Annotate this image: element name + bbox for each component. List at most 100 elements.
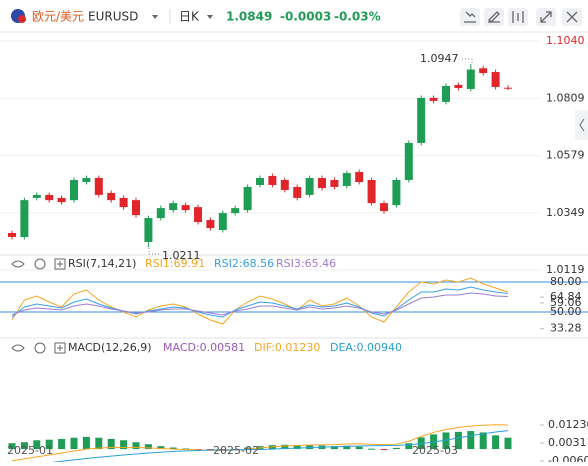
macd-bar: [45, 439, 53, 450]
dropdown-arrow[interactable]: [152, 15, 158, 19]
side-toggle[interactable]: [575, 110, 588, 140]
symbol[interactable]: EURUSD: [88, 10, 138, 24]
y-tick-label: -0.00605: [548, 454, 588, 462]
y-tick-label: 50.00: [550, 305, 582, 318]
candle-body: [318, 178, 326, 188]
macd-bar: [355, 446, 363, 450]
expand-icon[interactable]: [54, 342, 66, 354]
candle-body: [94, 178, 103, 195]
candle-body: [144, 218, 153, 242]
legend-entry: DEA:0.00940: [330, 341, 402, 354]
candle-body: [243, 186, 252, 211]
candle-body: [330, 180, 339, 187]
x-axis-label: 2025-01: [7, 444, 53, 457]
x-axis-label: 2025-02: [213, 444, 259, 457]
close-icon[interactable]: [566, 11, 578, 23]
visibility-icon[interactable]: [11, 260, 25, 268]
x-axis-label: 2025-03: [412, 444, 458, 457]
draw-button[interactable]: [484, 8, 504, 26]
macd-bar: [33, 440, 41, 450]
y-tick-label: 1.0579: [546, 149, 585, 162]
macd-bar: [492, 435, 500, 450]
chart-type-icon[interactable]: [512, 11, 524, 23]
macd-bar: [144, 444, 152, 450]
draw-icon[interactable]: [488, 11, 500, 23]
macd-bar: [58, 438, 66, 450]
settings-icon[interactable]: [34, 258, 46, 270]
indicator-button[interactable]: [460, 8, 480, 26]
macd-line: [11, 424, 509, 462]
macd-bar: [467, 431, 475, 450]
y-tick-label: 59.06: [550, 296, 582, 309]
candle-body: [454, 84, 463, 88]
expand-icon[interactable]: [54, 258, 66, 270]
candle-body: [342, 173, 351, 186]
candle-body: [442, 85, 450, 102]
macd-bar: [120, 440, 128, 450]
candle-body: [132, 200, 140, 216]
candle-body: [268, 176, 277, 185]
candle-body: [504, 87, 512, 89]
candle-body: [45, 194, 54, 201]
annotation-leader: [148, 248, 159, 255]
legend-entry: MACD:0.00581: [163, 341, 245, 354]
macd-bar: [504, 437, 512, 450]
candle-body: [8, 232, 16, 237]
macd-bar: [107, 438, 115, 450]
expand-icon-plus[interactable]: [57, 261, 63, 267]
candle-body: [181, 205, 190, 211]
y-tick-label: 1.0809: [546, 91, 585, 104]
indicator-icon[interactable]: [464, 11, 476, 23]
legend-entry: RSI2:68.56: [214, 257, 274, 270]
pair-name[interactable]: 欧元/美元: [32, 10, 84, 24]
expand-icon-plus[interactable]: [57, 345, 63, 351]
y-tick-label: 0.01230: [548, 418, 588, 431]
candle-body: [355, 172, 364, 182]
macd-bar: [293, 445, 301, 450]
y-tick-label: 64.84: [550, 290, 582, 303]
candle-body: [466, 69, 475, 89]
candle-body: [231, 208, 240, 214]
dropdown-arrow[interactable]: [207, 15, 213, 19]
candle-body: [156, 208, 165, 219]
candle-body: [70, 180, 78, 201]
candle-body: [479, 68, 488, 74]
legend-entry: RSI1:69.91: [145, 257, 205, 270]
macd-bar: [306, 444, 314, 450]
visibility-icon[interactable]: [11, 344, 25, 352]
candle-body: [57, 197, 66, 203]
macd-bar: [82, 436, 90, 450]
candle-body: [169, 203, 178, 211]
side-toggle-arrow[interactable]: [579, 118, 585, 132]
candle-body: [32, 194, 41, 198]
change-pct: -0.03%: [334, 10, 381, 24]
rsi-line: [11, 286, 509, 318]
legend-entry: RSI3:65.46: [276, 257, 336, 270]
macd-bar: [405, 443, 413, 450]
fullscreen-icon[interactable]: [540, 11, 552, 23]
candle-body: [20, 200, 29, 237]
candle-body: [429, 97, 438, 101]
change: -0.0003: [280, 10, 331, 24]
candle-body: [417, 97, 426, 143]
y-tick-label: 33.28: [550, 322, 582, 335]
y-tick-label: 1.0119: [546, 263, 585, 276]
macd-bar: [20, 442, 28, 450]
rsi-line: [11, 277, 509, 325]
candle-body: [107, 192, 116, 201]
candle-body: [218, 213, 227, 231]
candle-body: [206, 220, 215, 229]
macd-bar: [380, 449, 388, 451]
y-tick-label: 80.00: [550, 275, 582, 288]
candle-body: [280, 180, 289, 190]
macd-bar: [95, 437, 103, 450]
candle-body: [119, 197, 128, 208]
macd-bar: [169, 447, 177, 450]
macd-bar: [392, 447, 400, 450]
candle-body: [404, 142, 413, 181]
annotation: 1.0211: [162, 249, 201, 262]
period[interactable]: 日K: [179, 10, 200, 24]
settings-icon[interactable]: [34, 342, 46, 354]
y-tick-label: 1.0349: [546, 206, 585, 219]
